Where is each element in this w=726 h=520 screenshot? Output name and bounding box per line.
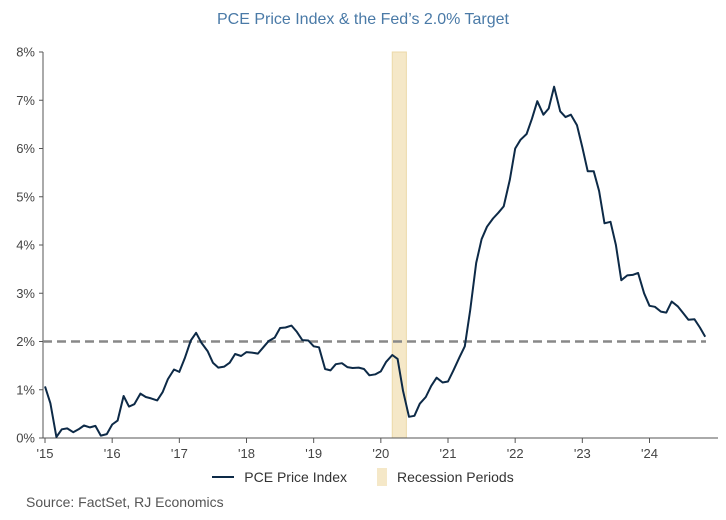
chart-title: PCE Price Index & the Fed’s 2.0% Target — [216, 11, 509, 28]
series-line-pce — [44, 85, 707, 438]
y-tick-label: 4% — [16, 238, 35, 253]
x-tick-label: '20 — [372, 446, 389, 461]
y-tick-label: 2% — [16, 334, 35, 349]
source-note: Source: FactSet, RJ Economics — [26, 494, 224, 510]
y-tick-label: 5% — [16, 189, 35, 204]
y-tick-label: 0% — [16, 431, 35, 446]
legend-label-pce: PCE Price Index — [244, 469, 347, 485]
x-tick-label: '17 — [171, 446, 188, 461]
x-tick-label: '24 — [641, 446, 658, 461]
x-tick-label: '18 — [238, 446, 255, 461]
x-tick-label: '22 — [507, 446, 524, 461]
y-tick-label: 3% — [16, 286, 35, 301]
y-tick-label: 8% — [16, 45, 35, 60]
x-tick-label: '15 — [37, 446, 54, 461]
legend-recession-swatch — [376, 468, 387, 486]
legend-item-recession: Recession Periods — [376, 468, 514, 486]
legend: PCE Price Index Recession Periods — [0, 468, 726, 486]
x-tick-label: '21 — [440, 446, 457, 461]
legend-line-swatch — [212, 476, 235, 478]
legend-label-recession: Recession Periods — [396, 469, 514, 485]
legend-item-pce: PCE Price Index — [212, 469, 347, 485]
chart-plot: 0% 1% 2% 3% 4% 5% 6% 7% 8% '15 '16 '17 '18 '19 '20 '21 '… — [16, 45, 718, 461]
y-tick-label: 1% — [16, 382, 35, 397]
y-tick-label: 7% — [16, 93, 35, 108]
recession-band — [391, 51, 407, 439]
y-tick-label: 6% — [16, 141, 35, 156]
x-tick-label: '16 — [104, 446, 121, 461]
x-tick-label: '23 — [574, 446, 591, 461]
x-tick-label: '19 — [305, 446, 322, 461]
